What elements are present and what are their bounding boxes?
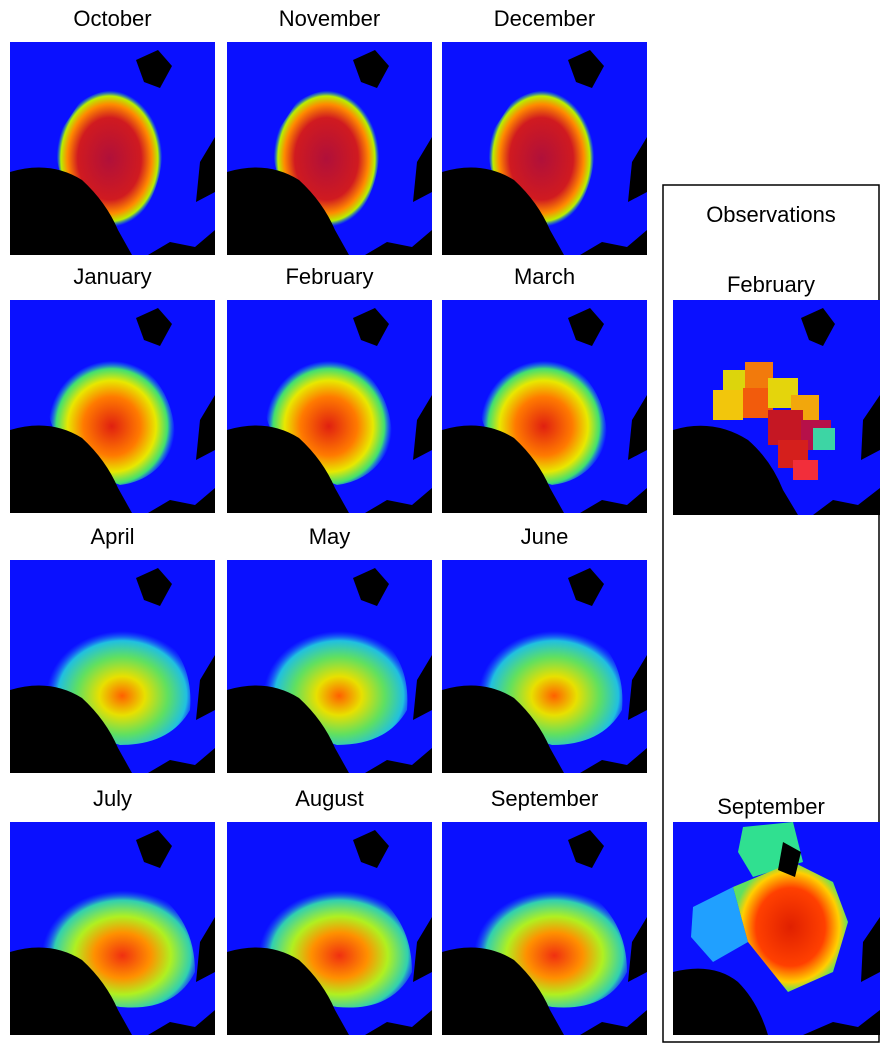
map	[442, 822, 647, 1035]
panel-label: July	[93, 786, 132, 811]
panel-label: August	[295, 786, 364, 811]
map	[227, 42, 432, 255]
map	[227, 822, 432, 1035]
panel-label: February	[727, 272, 815, 297]
panel-label: October	[73, 6, 151, 31]
map	[442, 560, 647, 773]
panel-label: June	[521, 524, 569, 549]
map	[442, 300, 647, 513]
observation-map	[673, 822, 880, 1035]
map	[10, 42, 215, 255]
map	[10, 560, 215, 773]
panel-label: March	[514, 264, 575, 289]
observations-title: Observations	[706, 202, 836, 227]
map	[227, 300, 432, 513]
panel-label: May	[309, 524, 351, 549]
panel-label: February	[285, 264, 373, 289]
panel-label: April	[90, 524, 134, 549]
observation-map	[673, 300, 880, 515]
map	[442, 42, 647, 255]
map	[10, 300, 215, 513]
panel-label: September	[491, 786, 599, 811]
panel-label: November	[279, 6, 380, 31]
map	[10, 822, 215, 1035]
panel-label: January	[73, 264, 151, 289]
map	[227, 560, 432, 773]
figure: Observations February September October N…	[0, 0, 880, 1048]
panel-label: December	[494, 6, 595, 31]
panel-label: September	[717, 794, 825, 819]
